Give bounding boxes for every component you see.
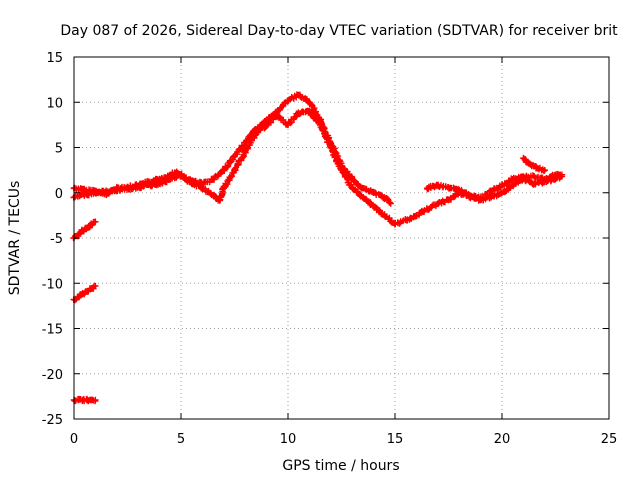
x-tick-label: 0	[70, 432, 78, 447]
x-tick-label: 25	[601, 432, 618, 447]
y-tick-label: -25	[42, 413, 63, 428]
x-tick-label: 20	[494, 432, 511, 447]
y-tick-label: -20	[42, 368, 63, 383]
x-axis-label: GPS time / hours	[282, 458, 399, 474]
x-tick-label: 15	[387, 432, 404, 447]
series-offset-minus-12	[70, 282, 99, 304]
y-tick-label: -15	[42, 323, 63, 338]
y-tick-label: 10	[46, 96, 63, 111]
tick-layer: 0 5 10 15 20 25 -25 -20 -15 -10 -5 0 5 10 15	[42, 51, 618, 447]
y-tick-label: 5	[55, 142, 63, 157]
y-tick-label: 0	[55, 187, 63, 202]
x-tick-label: 10	[280, 432, 297, 447]
series-evening-branch	[520, 154, 548, 175]
chart-title: Day 087 of 2026, Sidereal Day-to-day VTE…	[60, 23, 618, 39]
y-tick-label: -5	[50, 232, 63, 247]
y-axis-label: SDTVAR / TECUs	[7, 181, 23, 296]
grid-layer	[74, 57, 609, 419]
x-tick-label: 5	[177, 432, 185, 447]
series-evening-upper	[423, 170, 566, 203]
series-trail	[424, 170, 564, 203]
data-layer	[70, 91, 566, 405]
y-tick-label: 15	[46, 51, 63, 66]
series-trail	[520, 154, 548, 175]
y-tick-label: -10	[42, 277, 63, 292]
